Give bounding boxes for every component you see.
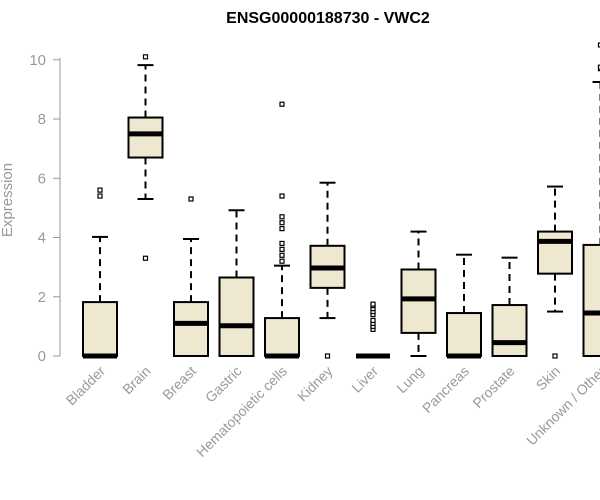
box-iqr — [446, 312, 482, 358]
outlier-point — [370, 317, 376, 324]
x-tick-label: Bladder — [63, 363, 109, 409]
box-iqr — [264, 317, 300, 357]
box-kidney — [309, 181, 346, 359]
y-axis-label: Expression — [0, 163, 16, 237]
y-tick-label: 0 — [38, 348, 46, 365]
x-tick-label: Prostate — [469, 363, 517, 411]
x-tick-label: Gastric — [202, 363, 245, 406]
box-iqr — [127, 116, 164, 159]
box-unknown-other — [582, 42, 600, 358]
outlier-point — [279, 214, 285, 220]
box-pancreas — [446, 253, 482, 359]
outlier-point — [97, 193, 103, 199]
boxes-group — [82, 42, 600, 359]
outlier-point — [279, 246, 285, 252]
outlier-point — [97, 187, 103, 193]
outlier-point — [552, 353, 558, 359]
x-tick-label: Breast — [159, 363, 199, 403]
y-axis-ticks: 0 2 4 6 8 10 — [29, 52, 60, 365]
box-iqr — [537, 230, 573, 275]
outlier-point — [279, 226, 285, 232]
y-tick-label: 4 — [38, 230, 46, 247]
box-iqr — [582, 243, 600, 358]
box-gastric — [218, 209, 255, 357]
x-tick-label: Liver — [348, 363, 381, 396]
box-skin — [537, 185, 573, 359]
outlier-point — [142, 54, 149, 60]
outlier-point — [279, 220, 285, 226]
box-hematopoietic-cells — [264, 101, 300, 359]
y-tick-label: 8 — [38, 111, 46, 128]
box-iqr — [173, 301, 209, 357]
x-tick-label: Kidney — [294, 363, 336, 405]
box-breast — [173, 196, 209, 357]
chart-title: ENSG00000188730 - VWC2 — [226, 10, 430, 27]
box-lung — [400, 230, 437, 357]
y-tick-label: 6 — [38, 170, 46, 187]
x-tick-label: Pancreas — [419, 363, 472, 416]
y-tick-label: 2 — [38, 289, 46, 306]
y-tick-label: 10 — [29, 52, 46, 69]
box-iqr — [82, 301, 118, 357]
outlier-point — [142, 255, 149, 261]
outlier-point — [370, 301, 376, 307]
outlier-point — [279, 258, 285, 264]
outlier-point — [324, 353, 331, 359]
x-tick-label: Brain — [119, 363, 153, 397]
outlier-point — [279, 193, 285, 199]
x-tick-label: Hematopoietic cells — [193, 363, 290, 460]
box-prostate — [491, 256, 528, 357]
box-bladder — [82, 187, 118, 359]
box-iqr — [218, 276, 255, 357]
box-brain — [127, 54, 164, 261]
x-tick-label: Lung — [393, 363, 426, 396]
outlier-point — [597, 64, 600, 70]
outlier-point — [597, 42, 600, 48]
outlier-point — [279, 240, 285, 247]
box-liver — [356, 301, 390, 359]
outlier-point — [279, 252, 285, 258]
x-tick-label: Skin — [533, 363, 564, 394]
outlier-point — [188, 196, 194, 202]
outlier-point — [279, 101, 285, 107]
box-iqr — [491, 304, 528, 357]
